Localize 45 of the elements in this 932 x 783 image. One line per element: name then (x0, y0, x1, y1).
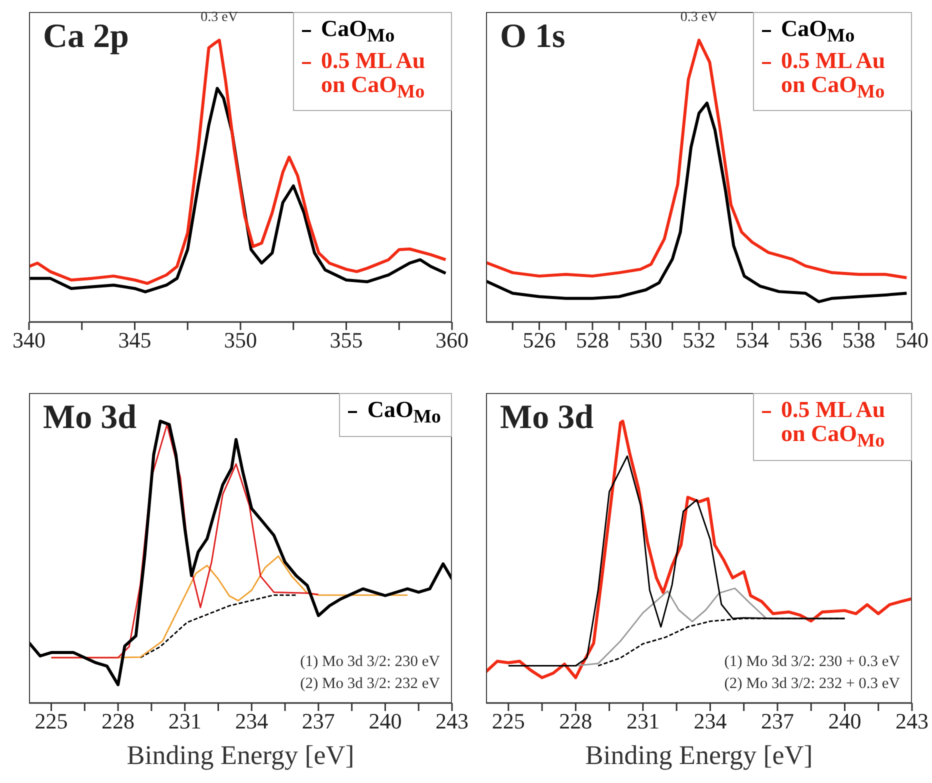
x-tick-label: 350 (224, 328, 257, 353)
legend-label: CaO$_{Mo}$ (781, 16, 855, 49)
x-tick-label: 231 (168, 708, 202, 734)
annotation: (1) Mo 3d 3/2: 230 eV (300, 652, 440, 672)
x-tick-label: 228 (102, 708, 135, 734)
x-tick-label: 237 (760, 708, 794, 734)
legend-label: CaO$_{Mo}$ (367, 397, 441, 430)
chart-title: Mo 3d (43, 399, 136, 437)
x-tick-label: 234 (694, 708, 727, 734)
legend-label: 0.5 ML Au on CaO$_{Mo}$ (781, 48, 886, 104)
x-tick-label: 240 (828, 708, 862, 734)
x-tick-label: 540 (896, 328, 928, 353)
x-tick-label: 536 (789, 328, 822, 353)
x-tick-label: 237 (302, 708, 335, 734)
x-tick-label: 228 (559, 708, 592, 734)
x-tick-label: 528 (576, 328, 609, 353)
x-tick-label: 340 (12, 328, 46, 353)
annotation: 0.3 eV (200, 10, 238, 26)
x-tick-label: 532 (682, 328, 716, 353)
x-tick-label: 234 (235, 708, 268, 734)
x-tick-label: 526 (522, 328, 556, 353)
x-tick-label: 243 (436, 708, 468, 734)
x-tick-label: 240 (368, 708, 402, 734)
legend-label: CaO$_{Mo}$ (321, 16, 395, 49)
legend-label: 0.5 ML Au on CaO$_{Mo}$ (781, 397, 886, 454)
x-axis-title: Binding Energy [eV] (585, 740, 813, 770)
x-tick-label: 225 (492, 708, 525, 734)
x-tick-label: 360 (436, 328, 468, 353)
x-tick-label: 355 (330, 328, 363, 353)
x-tick-label: 231 (626, 708, 660, 734)
x-axis-title: Binding Energy [eV] (126, 740, 354, 770)
x-tick-label: 225 (34, 708, 68, 734)
x-tick-label: 530 (629, 328, 662, 353)
x-tick-label: 538 (842, 328, 876, 353)
x-tick-label: 345 (118, 328, 152, 353)
annotation: 0.3 eV (680, 10, 718, 26)
x-tick-label: 534 (736, 328, 769, 353)
chart-title: O 1s (500, 18, 566, 56)
chart-title: Mo 3d (500, 399, 594, 437)
annotation: (1) Mo 3d 3/2: 230 + 0.3 eV (724, 652, 900, 672)
legend-label: 0.5 ML Au on CaO$_{Mo}$ (321, 48, 426, 104)
annotation: (2) Mo 3d 3/2: 232 eV (300, 674, 440, 694)
chart-title: Ca 2p (43, 18, 129, 56)
x-tick-label: 243 (896, 708, 928, 734)
annotation: (2) Mo 3d 3/2: 232 + 0.3 eV (724, 674, 900, 694)
